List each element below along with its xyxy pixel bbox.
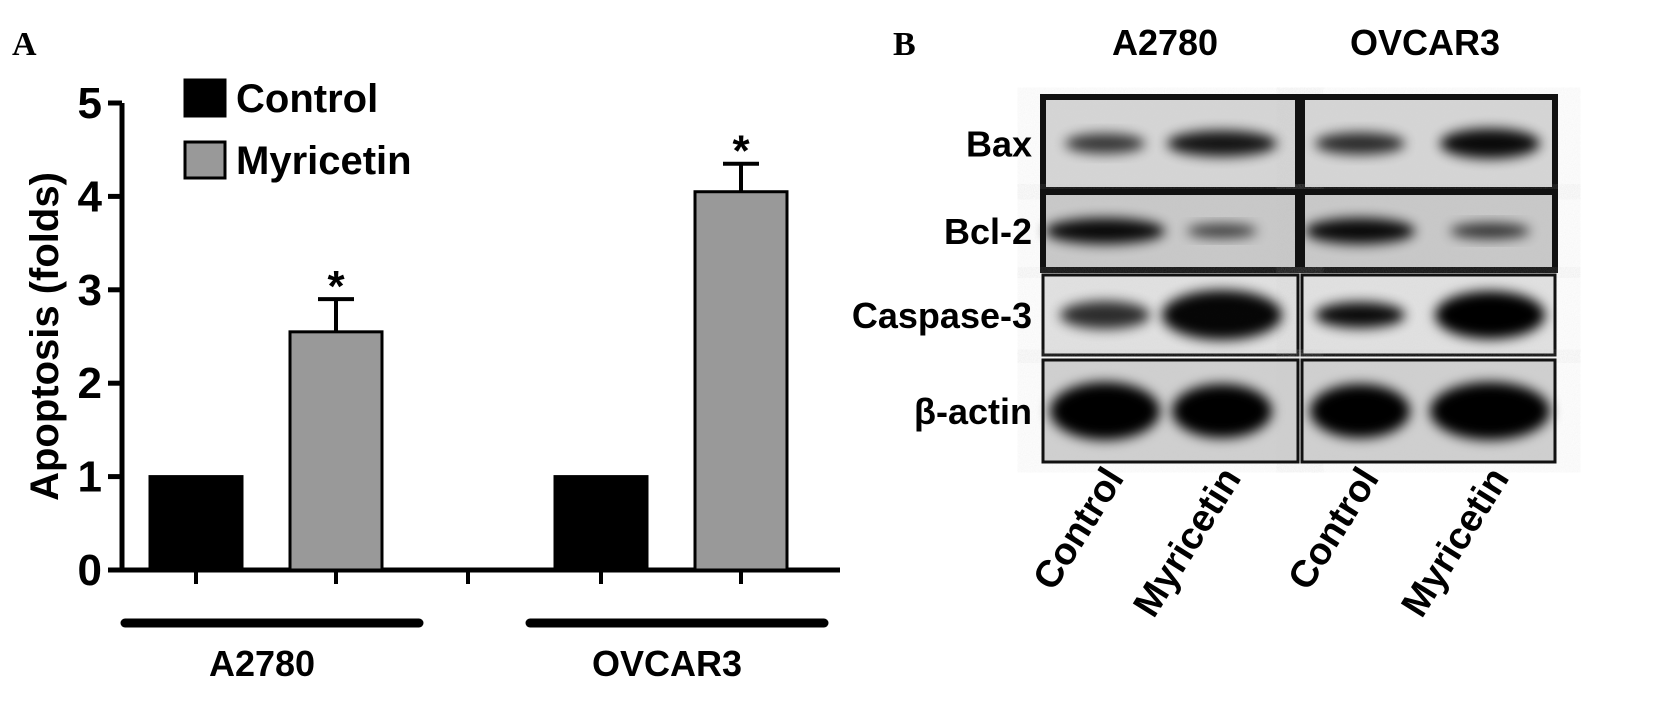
lane-label: Myricetin bbox=[1394, 461, 1518, 625]
y-tick-label: 2 bbox=[78, 359, 102, 408]
blot-band bbox=[1065, 133, 1145, 154]
legend-swatch bbox=[183, 78, 227, 118]
panel-label: B bbox=[893, 26, 916, 63]
lane-label: Myricetin bbox=[1126, 461, 1250, 625]
blot-frame bbox=[1041, 358, 1300, 464]
significance-marker: * bbox=[327, 262, 345, 311]
blot-band bbox=[1305, 218, 1415, 244]
cell-line-label: OVCAR3 bbox=[1350, 22, 1500, 63]
blot-band bbox=[1162, 290, 1282, 340]
blot-band bbox=[1310, 384, 1410, 438]
bar bbox=[148, 475, 244, 572]
lane-label: Control bbox=[1025, 461, 1132, 598]
x-category-label: A2780 bbox=[209, 643, 315, 684]
x-category-label: OVCAR3 bbox=[592, 643, 742, 684]
significance-marker: * bbox=[732, 127, 750, 176]
blot-band bbox=[1050, 382, 1160, 440]
y-axis-label: Apoptosis (folds) bbox=[23, 172, 67, 501]
blot-band bbox=[1435, 291, 1545, 339]
protein-label: β-actin bbox=[914, 391, 1032, 432]
legend-swatch bbox=[183, 140, 227, 180]
legend-label: Myricetin bbox=[236, 139, 412, 183]
blot-band bbox=[1167, 130, 1277, 157]
blot-band bbox=[1172, 384, 1272, 438]
blot-band bbox=[1315, 302, 1405, 328]
y-tick-label: 5 bbox=[78, 79, 102, 128]
protein-label: Bcl-2 bbox=[944, 211, 1032, 252]
blot-band bbox=[1450, 223, 1530, 239]
blot-band bbox=[1045, 218, 1165, 244]
blot-frame bbox=[1299, 189, 1558, 273]
protein-label: Bax bbox=[966, 124, 1032, 165]
lane-label: Control bbox=[1280, 461, 1387, 598]
y-tick-label: 3 bbox=[78, 266, 102, 315]
blot-band bbox=[1060, 301, 1150, 329]
blot-band bbox=[1440, 128, 1540, 159]
blot-frame bbox=[1300, 358, 1557, 464]
blot-band bbox=[1430, 382, 1550, 440]
y-tick-label: 0 bbox=[78, 546, 102, 595]
blot-frame bbox=[1041, 273, 1300, 357]
bar bbox=[693, 190, 789, 572]
legend-label: Control bbox=[236, 77, 378, 121]
protein-label: Caspase-3 bbox=[852, 295, 1032, 336]
y-tick-label: 4 bbox=[78, 172, 103, 221]
y-tick-label: 1 bbox=[78, 453, 102, 502]
bar bbox=[553, 475, 649, 572]
blot-frame bbox=[1040, 189, 1301, 273]
bar bbox=[288, 330, 384, 572]
blot-band bbox=[1187, 224, 1257, 238]
panel-label: A bbox=[12, 26, 37, 63]
blot-frame bbox=[1300, 273, 1557, 357]
cell-line-label: A2780 bbox=[1112, 22, 1218, 63]
blot-band bbox=[1315, 132, 1405, 155]
